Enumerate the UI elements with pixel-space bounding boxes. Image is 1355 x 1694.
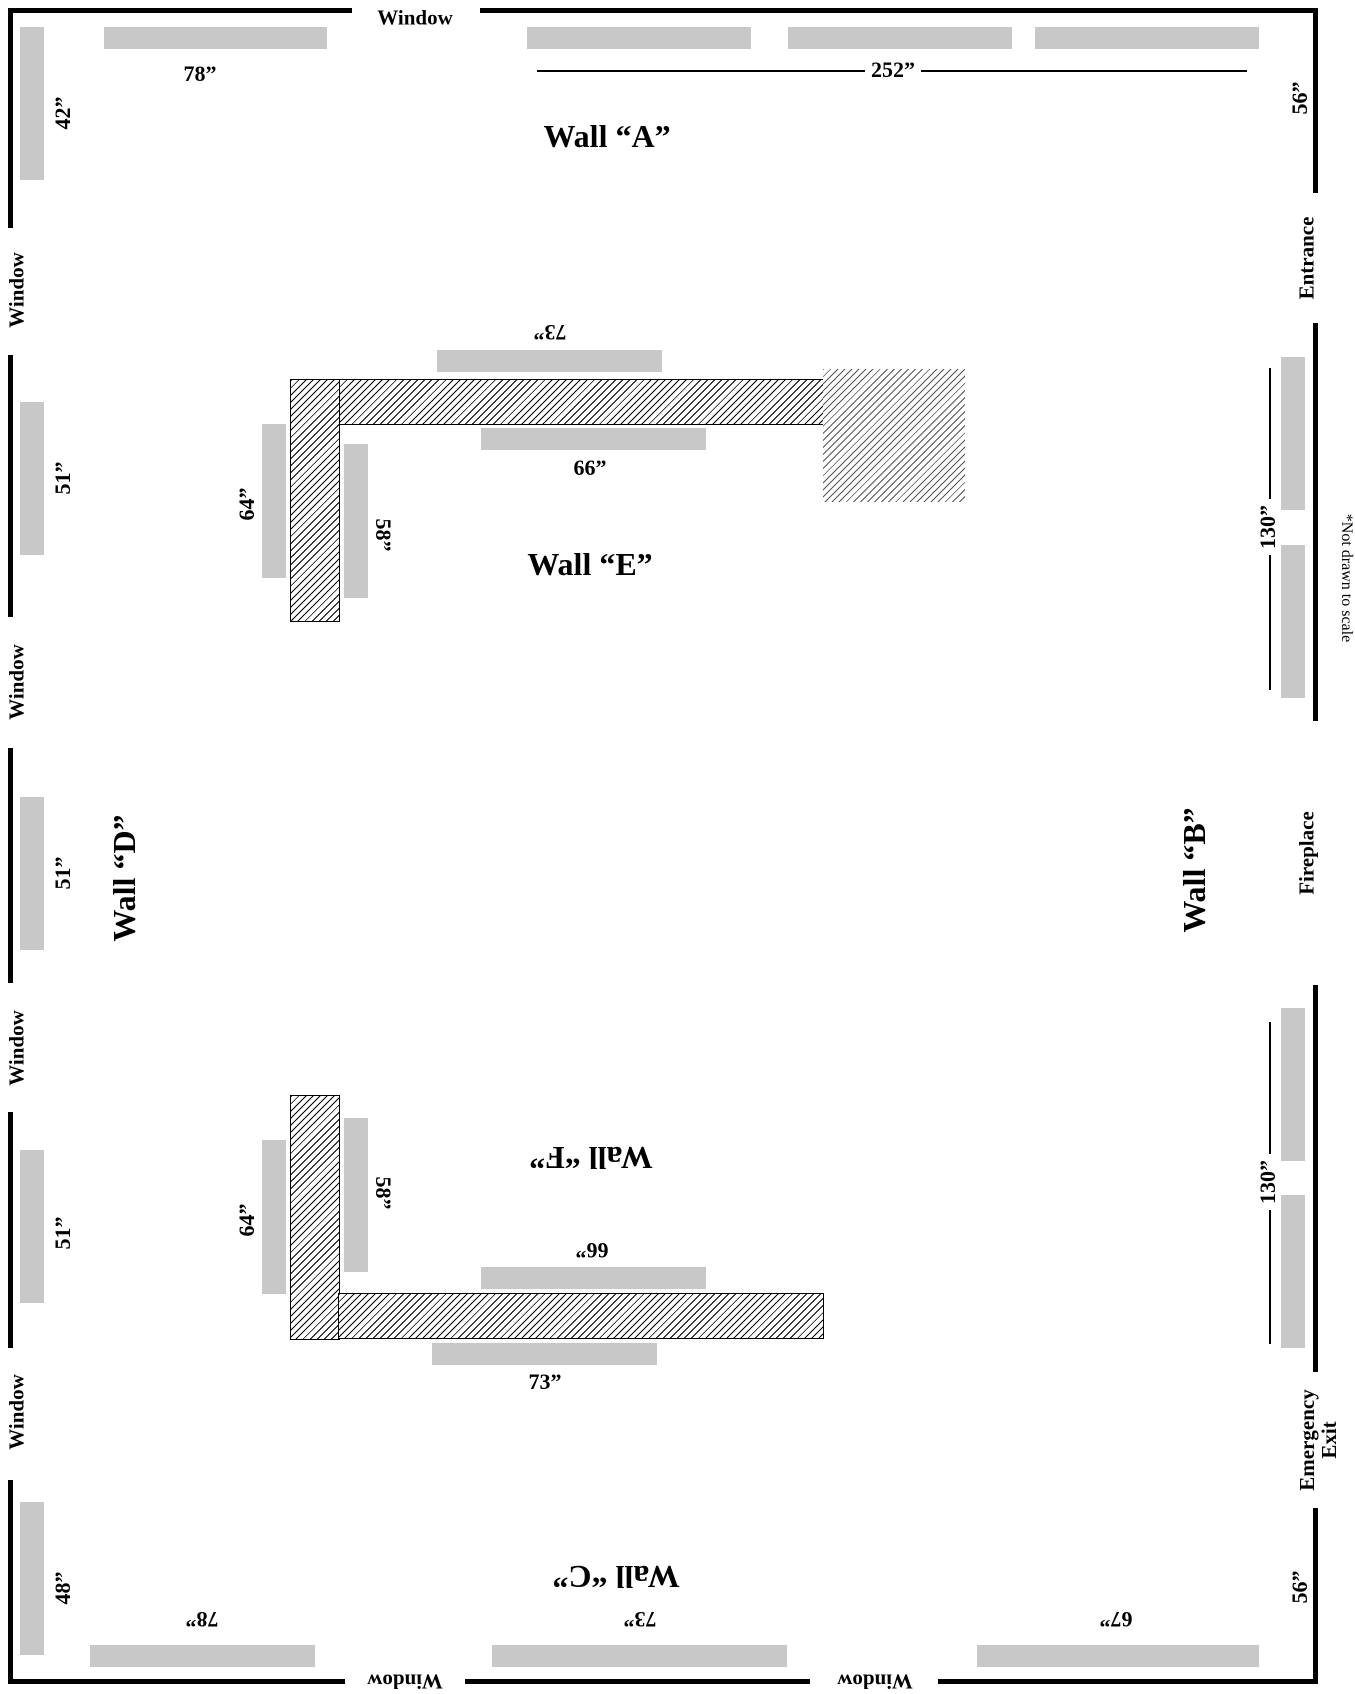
left-window-label-3: Window	[5, 1004, 29, 1092]
panel-f-64	[262, 1140, 286, 1294]
panel-left-42	[20, 27, 44, 180]
outer-wall-bottom-1	[12, 1679, 345, 1684]
not-to-scale-note: *Not drawn to scale	[1338, 513, 1355, 643]
outer-wall-right-2	[1313, 323, 1318, 721]
dim-bottom-left-panel: 78”	[185, 1607, 219, 1632]
dim-top-left-corner: 42”	[50, 96, 75, 130]
wall-e-label: Wall “E”	[527, 546, 653, 582]
panel-left-51-upper	[20, 402, 44, 555]
dim-e-inner-vertical: 58”	[371, 518, 396, 552]
emergency-exit-label: Emergency Exit	[1294, 1389, 1341, 1491]
panel-bottom-78	[90, 1645, 315, 1667]
bottom-window-label-1: Window	[361, 1670, 449, 1694]
dim-e-inner-horizontal: 66”	[573, 455, 607, 480]
dim-f-bottom: 73”	[528, 1369, 562, 1394]
dim-left-upper: 51”	[50, 461, 75, 495]
panel-left-51-middle	[20, 797, 44, 950]
panel-right-130-lower-2	[1281, 1195, 1305, 1348]
dim-e-top: 73”	[533, 320, 567, 345]
dim-bottom-middle-panel: 73”	[623, 1607, 657, 1632]
emergency-exit-label-line1: Emergency	[1294, 1389, 1319, 1491]
dim-e-outer-vertical: 64”	[234, 487, 259, 521]
wall-a-label: Wall “A”	[543, 118, 671, 154]
panel-bottom-67	[977, 1645, 1259, 1667]
panel-e-73	[437, 350, 662, 372]
dim-left-middle: 51”	[50, 856, 75, 890]
wall-f-label: Wall “F”	[529, 1140, 653, 1176]
panel-right-130-upper-1	[1281, 357, 1305, 510]
dim-bottom-right-corner: 56”	[1287, 1570, 1312, 1604]
emergency-exit-label-line2: Exit	[1317, 1421, 1341, 1459]
outer-wall-left-3	[8, 748, 13, 983]
panel-top-78	[104, 27, 327, 49]
dim-right-lower-run: 130”	[1255, 1154, 1280, 1210]
panel-left-48	[20, 1502, 44, 1655]
outer-wall-left-4	[8, 1112, 13, 1348]
panel-f-73	[432, 1343, 657, 1365]
dim-f-outer-vertical: 64”	[234, 1203, 259, 1237]
panel-top-252-3	[1035, 27, 1259, 49]
panel-f-58	[344, 1118, 368, 1272]
left-window-label-1: Window	[5, 246, 29, 334]
outer-wall-bottom-3	[938, 1679, 1318, 1684]
top-window-label: Window	[377, 5, 453, 30]
outer-wall-bottom-2	[465, 1679, 810, 1684]
wall-f-horizontal-section	[338, 1293, 824, 1339]
outer-wall-right-1	[1313, 8, 1318, 193]
dim-right-upper-run: 130”	[1255, 499, 1280, 555]
wall-e-end-block	[823, 369, 965, 502]
panel-right-130-upper-2	[1281, 545, 1305, 698]
wall-e-vertical-section	[290, 379, 340, 622]
wall-c-label: Wall “C”	[552, 1559, 680, 1595]
panel-top-252-2	[788, 27, 1012, 49]
panel-e-66	[481, 428, 706, 450]
outer-wall-right-4	[1313, 1508, 1318, 1684]
dim-f-inner-horizontal: 66”	[575, 1238, 609, 1263]
outer-wall-left-2	[8, 355, 13, 617]
panel-e-64	[262, 424, 286, 578]
dim-left-bottom: 48”	[50, 1571, 75, 1605]
fireplace-label: Fireplace	[1294, 811, 1319, 895]
wall-b-label: Wall “B”	[1176, 807, 1212, 933]
wall-f-vertical-section	[290, 1095, 340, 1340]
wall-d-label: Wall “D”	[106, 814, 142, 942]
left-window-label-4: Window	[5, 1368, 29, 1456]
dim-top-left-panel: 78”	[183, 61, 217, 86]
outer-wall-top-left	[12, 8, 352, 13]
outer-wall-right-3	[1313, 985, 1318, 1372]
left-window-label-2: Window	[5, 638, 29, 726]
dim-f-inner-vertical: 58”	[371, 1176, 396, 1210]
bottom-window-label-2: Window	[831, 1670, 919, 1694]
dim-bottom-right-panel: 67”	[1099, 1607, 1133, 1632]
panel-e-58	[344, 444, 368, 598]
outer-wall-top-right	[480, 8, 1318, 13]
panel-bottom-73	[492, 1645, 787, 1667]
outer-wall-left-1	[8, 8, 13, 228]
outer-wall-left-5	[8, 1480, 13, 1684]
dim-top-right-corner: 56”	[1287, 81, 1312, 115]
dim-left-lower: 51”	[50, 1216, 75, 1250]
panel-left-51-lower	[20, 1150, 44, 1303]
entrance-label: Entrance	[1294, 216, 1319, 300]
dim-top-run: 252”	[865, 59, 921, 81]
wall-e-horizontal-section	[338, 379, 824, 425]
panel-top-252-1	[527, 27, 751, 49]
panel-f-66	[481, 1267, 706, 1289]
panel-right-130-lower-1	[1281, 1008, 1305, 1161]
